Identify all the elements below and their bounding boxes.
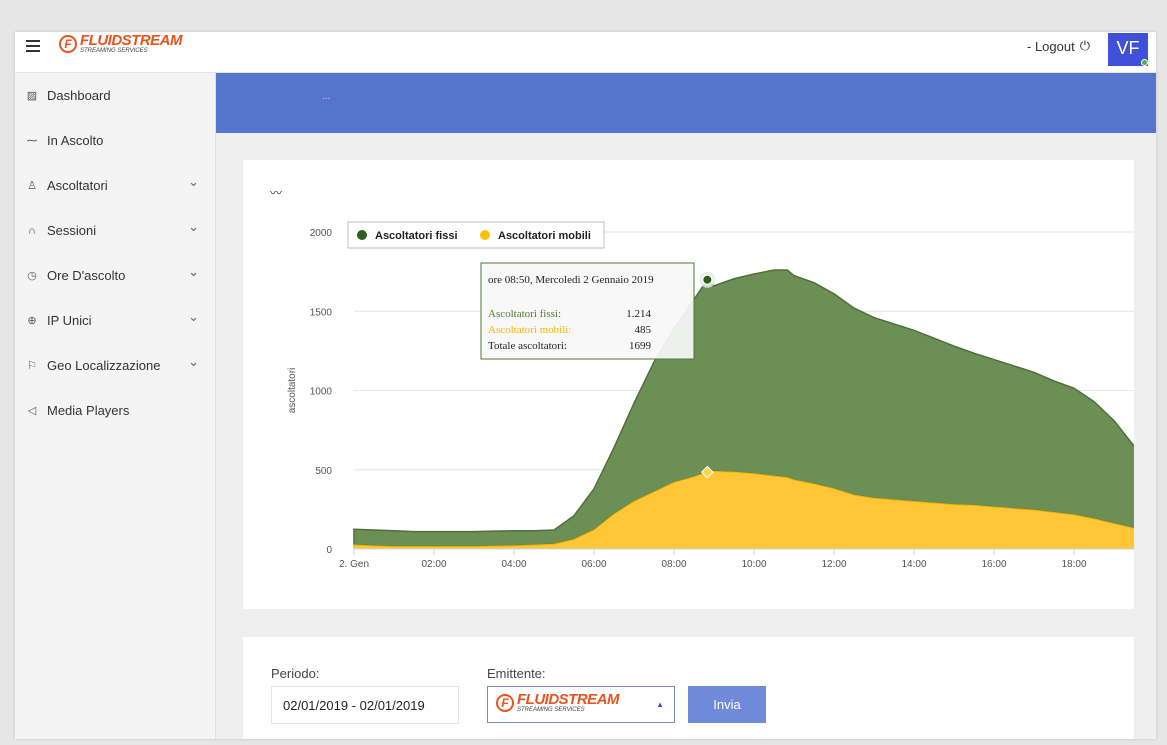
broadcaster-logo: F FLUIDSTREAM STREAMING SERVICES bbox=[496, 691, 620, 713]
users-icon: ♙ bbox=[27, 180, 37, 192]
top-bar: F FLUIDSTREAM STREAMING SERVICES - Logou… bbox=[15, 32, 1156, 73]
logo-mark-icon: F bbox=[59, 34, 77, 53]
period-label: Periodo: bbox=[271, 666, 320, 681]
sidebar-item-label: In Ascolto bbox=[47, 133, 104, 148]
y-tick-label: 1500 bbox=[310, 307, 333, 318]
tooltip-row-value: 1699 bbox=[629, 340, 652, 352]
tooltip-box bbox=[480, 262, 695, 360]
chevron-down-icon[interactable]: ⌄ bbox=[188, 309, 199, 324]
signpost-icon: ⚐ bbox=[27, 360, 37, 372]
avatar[interactable]: VF bbox=[1108, 33, 1148, 66]
tooltip-row-label: Ascoltatori fissi: bbox=[488, 308, 561, 320]
clock-icon: ◷ bbox=[27, 270, 37, 282]
headphones-icon: ∩ bbox=[28, 224, 36, 237]
x-tick-label: 12:00 bbox=[821, 559, 846, 570]
sidebar-item-label: IP Unici bbox=[47, 313, 92, 328]
broadcaster-select[interactable]: F FLUIDSTREAM STREAMING SERVICES ▲ bbox=[487, 686, 675, 723]
tooltip-row-value: 1.214 bbox=[626, 308, 651, 320]
chevron-down-icon[interactable]: ⌄ bbox=[188, 174, 199, 189]
y-axis-label: ascoltatori bbox=[287, 368, 298, 414]
legend-marker bbox=[480, 230, 490, 240]
filter-card: Periodo: 02/01/2019 - 02/01/2019 Emitten… bbox=[243, 637, 1134, 739]
logo-subtitle: STREAMING SERVICES bbox=[80, 48, 148, 54]
tooltip-row-value: 485 bbox=[635, 324, 652, 336]
x-tick-label: 18:00 bbox=[1061, 559, 1086, 570]
chevron-down-icon[interactable]: ⌄ bbox=[188, 219, 199, 234]
x-tick-label: 16:00 bbox=[981, 559, 1006, 570]
sidebar-item-label: Ore D'ascolto bbox=[47, 268, 126, 283]
sidebar-item-ip-unici[interactable]: ⊕ IP Unici ⌄ bbox=[15, 298, 215, 343]
sidebar-item-geo-localizzazione[interactable]: ⚐ Geo Localizzazione ⌄ bbox=[15, 343, 215, 388]
hover-point-fixed bbox=[702, 274, 713, 285]
broadcaster-label: Emittente: bbox=[487, 666, 546, 681]
broadcaster-logo-subtitle: STREAMING SERVICES bbox=[517, 707, 585, 713]
chart-card: 〰 0 500 1000 1500 2000 ascoltatori 2. Gen 02:00… bbox=[243, 160, 1134, 609]
logo-mark-icon: F bbox=[496, 693, 514, 712]
submit-button[interactable]: Invia bbox=[688, 686, 766, 723]
x-tick-label: 08:00 bbox=[661, 559, 686, 570]
chevron-down-icon[interactable]: ⌄ bbox=[188, 264, 199, 279]
tooltip-row-label: Totale ascoltatori: bbox=[488, 340, 567, 352]
sidebar-item-label: Ascoltatori bbox=[47, 178, 108, 193]
x-tick-label: 14:00 bbox=[901, 559, 926, 570]
logout-label: - Logout bbox=[1027, 38, 1075, 54]
legend-marker bbox=[357, 230, 367, 240]
sidebar-item-label: Media Players bbox=[47, 403, 130, 418]
logout-link[interactable]: - Logout ⏻ bbox=[1027, 38, 1090, 54]
x-tick-label: 10:00 bbox=[741, 559, 766, 570]
sidebar-item-sessioni[interactable]: ∩ Sessioni ⌄ bbox=[15, 208, 215, 253]
legend-label: Ascoltatori fissi bbox=[375, 230, 458, 242]
sidebar-item-ore-d-ascolto[interactable]: ◷ Ore D'ascolto ⌄ bbox=[15, 253, 215, 298]
chevron-down-icon[interactable]: ⌄ bbox=[188, 354, 199, 369]
sidebar: ▨ Dashboard ⁓ In Ascolto ♙ Ascoltatori ⌄ ∩ Sessi… bbox=[15, 73, 216, 739]
logo-name: FLUIDSTREAM bbox=[80, 32, 183, 49]
menu-toggle-icon[interactable] bbox=[26, 40, 40, 53]
broadcaster-logo-name: FLUIDSTREAM bbox=[517, 691, 620, 708]
brand-logo[interactable]: F FLUIDSTREAM STREAMING SERVICES bbox=[59, 32, 183, 54]
page-banner: ... bbox=[216, 73, 1156, 133]
x-tick-label: 06:00 bbox=[581, 559, 606, 570]
sidebar-item-media-players[interactable]: ◁ Media Players bbox=[15, 388, 215, 433]
y-tick-label: 500 bbox=[315, 466, 332, 477]
online-status-icon bbox=[1141, 59, 1148, 66]
speaker-icon: ◁ bbox=[27, 405, 37, 417]
image-icon: ▨ bbox=[26, 90, 38, 102]
period-input[interactable]: 02/01/2019 - 02/01/2019 bbox=[271, 686, 459, 724]
legend-label: Ascoltatori mobili bbox=[498, 230, 591, 242]
app-window: F FLUIDSTREAM STREAMING SERVICES - Logou… bbox=[15, 32, 1156, 739]
power-icon: ⏻ bbox=[1079, 38, 1090, 53]
banner-text: ... bbox=[322, 91, 331, 102]
avatar-initials: VF bbox=[1116, 38, 1140, 58]
tooltip-row-label: Ascoltatori mobili: bbox=[488, 324, 571, 336]
sidebar-item-dashboard[interactable]: ▨ Dashboard bbox=[15, 73, 215, 118]
x-tick-label: 2. Gen bbox=[339, 559, 369, 570]
y-tick-label: 0 bbox=[326, 545, 332, 556]
caret-down-icon: ▲ bbox=[656, 700, 664, 709]
y-tick-label: 1000 bbox=[310, 387, 333, 398]
globe-icon: ⊕ bbox=[27, 315, 37, 327]
sidebar-item-label: Dashboard bbox=[47, 88, 111, 103]
sidebar-item-label: Geo Localizzazione bbox=[47, 358, 161, 373]
hover-point-mobile bbox=[700, 465, 714, 479]
x-tick-label: 02:00 bbox=[421, 559, 446, 570]
sidebar-item-in-ascolto[interactable]: ⁓ In Ascolto bbox=[15, 118, 215, 163]
trend-icon: ⁓ bbox=[26, 135, 38, 147]
x-tick-label: 04:00 bbox=[501, 559, 526, 570]
trend-icon: 〰 bbox=[270, 186, 283, 200]
y-tick-label: 2000 bbox=[310, 228, 333, 239]
sidebar-item-ascoltatori[interactable]: ♙ Ascoltatori ⌄ bbox=[15, 163, 215, 208]
sidebar-item-label: Sessioni bbox=[47, 223, 97, 238]
tooltip-title: ore 08:50, Mercoledì 2 Gennaio 2019 bbox=[488, 274, 654, 286]
legend-box bbox=[347, 221, 605, 249]
listeners-chart[interactable]: 0 500 1000 1500 2000 ascoltatori 2. Gen 02:00 04… bbox=[243, 160, 1134, 609]
